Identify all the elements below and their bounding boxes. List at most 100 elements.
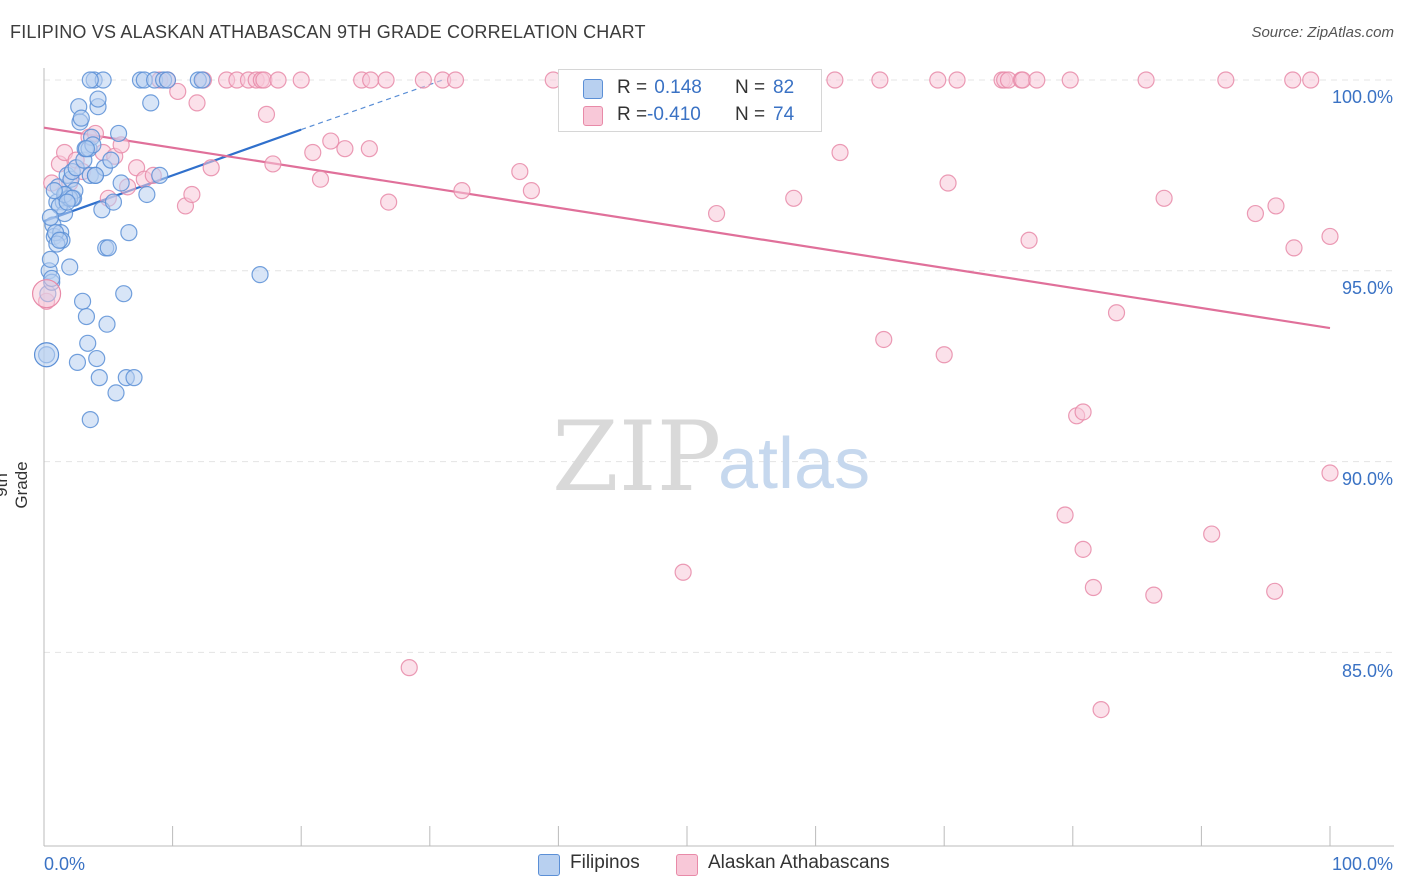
alaskan-point — [377, 71, 395, 89]
alaskan-point — [188, 94, 206, 112]
filipino-point — [79, 334, 97, 352]
chart-source: Source: ZipAtlas.com — [1251, 24, 1394, 41]
alaskan-point — [380, 193, 398, 211]
legend-r-value: -0.410 — [647, 104, 701, 125]
legend-swatch-pink — [583, 106, 603, 126]
filipino-point — [98, 315, 116, 333]
y-tick-label: 90.0% — [1342, 469, 1393, 489]
filipino-point — [41, 208, 60, 226]
filipino-point — [73, 292, 92, 310]
alaskan-point — [311, 170, 330, 188]
alaskan-point — [1137, 71, 1155, 89]
alaskan-point — [935, 346, 953, 364]
alaskan-point — [269, 71, 287, 89]
alaskan-trend-line — [43, 126, 1331, 330]
alaskan-point — [202, 159, 220, 177]
alaskan-point — [1246, 204, 1265, 223]
alaskan-point — [1020, 231, 1038, 249]
filipino-point — [102, 151, 120, 169]
alaskan-point — [939, 174, 957, 192]
alaskan-point — [1056, 506, 1074, 524]
filipino-trend-extension — [301, 79, 443, 131]
filipino-point — [72, 109, 90, 127]
filipino-point — [112, 174, 130, 192]
filipino-point — [45, 182, 63, 200]
filipino-point — [86, 166, 105, 184]
filipino-point — [138, 185, 156, 204]
legend-label-alaskan-athabascans: Alaskan Athabascans — [708, 852, 890, 873]
alaskan-point — [707, 204, 726, 223]
filipino-point — [115, 285, 133, 303]
y-tick-labels: 85.0% 90.0% 95.0% 100.0% — [1332, 87, 1393, 681]
alaskan-point — [400, 659, 418, 677]
legend-row-alaskan: R = -0.410 N = 74 — [559, 102, 821, 128]
alaskan-point — [453, 182, 471, 200]
legend-n-label: N = — [735, 104, 766, 125]
legend-r-label: R = — [617, 104, 648, 125]
alaskan-point — [1266, 582, 1284, 600]
chart-title: FILIPINO VS ALASKAN ATHABASCAN 9TH GRADE… — [10, 22, 646, 42]
alaskan-point — [875, 330, 893, 349]
series-legend: Filipinos Alaskan Athabascans — [0, 852, 1406, 878]
filipino-point — [77, 140, 96, 158]
x-tick-label: 0.0% — [44, 854, 85, 874]
alaskan-point-large — [31, 279, 62, 309]
filipino-point — [81, 411, 99, 429]
alaskan-point — [1321, 464, 1339, 482]
alaskan-point — [1145, 586, 1163, 604]
y-tick-label: 100.0% — [1332, 87, 1393, 107]
filipino-point — [90, 369, 108, 387]
legend-r-value: 0.148 — [649, 77, 702, 98]
legend-n-value: 82 — [773, 77, 795, 98]
alaskan-point — [1061, 71, 1079, 89]
filipino-point — [193, 71, 211, 89]
alaskan-point — [929, 71, 947, 89]
alaskan-point — [322, 132, 340, 150]
filipino-point — [41, 250, 60, 268]
correlation-legend: R = 0.148 N = 82 R = -0.410 N = 74 — [558, 69, 822, 132]
legend-swatch-pink — [676, 854, 698, 876]
alaskan-point — [522, 182, 540, 200]
filipino-point — [50, 231, 69, 249]
alaskan-point — [831, 143, 849, 162]
legend-row-filipinos: R = 0.148 N = 82 — [559, 75, 821, 101]
legend-label-filipinos: Filipinos — [570, 852, 640, 873]
legend-swatch-blue — [538, 854, 560, 876]
data-points — [31, 71, 1339, 719]
alaskan-point — [1321, 227, 1339, 246]
alaskan-point — [1302, 71, 1320, 89]
alaskan-point — [360, 140, 378, 158]
alaskan-point — [1155, 189, 1173, 207]
legend-n-label: N = — [735, 77, 766, 98]
alaskan-point — [1028, 71, 1046, 89]
filipino-point — [68, 353, 87, 371]
legend-swatch-blue — [583, 79, 603, 99]
legend-r-label: R = — [617, 77, 648, 98]
trend-lines — [43, 79, 1331, 330]
filipino-point — [88, 349, 106, 368]
alaskan-point — [674, 563, 692, 581]
alaskan-point — [1203, 525, 1221, 543]
alaskan-point — [948, 71, 966, 89]
y-tick-label: 95.0% — [1342, 278, 1393, 298]
filipino-point — [120, 224, 138, 242]
filipino-point — [107, 384, 125, 402]
alaskan-point — [183, 185, 201, 204]
alaskan-point — [169, 82, 187, 101]
alaskan-point — [336, 140, 354, 158]
x-tick-labels: 0.0% 100.0% — [44, 854, 1393, 874]
axes — [43, 68, 1394, 847]
grid-lines — [44, 79, 1394, 653]
filipino-point — [81, 71, 99, 89]
alaskan-point — [292, 71, 310, 89]
alaskan-point — [1074, 403, 1092, 421]
x-tick-label: 100.0% — [1332, 854, 1393, 874]
filipino-point — [77, 307, 96, 326]
watermark-atlas: atlas — [718, 424, 870, 504]
alaskan-point — [1217, 71, 1235, 89]
filipino-point — [99, 239, 117, 257]
watermark-zip: ZIP — [552, 401, 721, 513]
alaskan-point — [414, 71, 432, 89]
alaskan-point — [1285, 239, 1303, 257]
